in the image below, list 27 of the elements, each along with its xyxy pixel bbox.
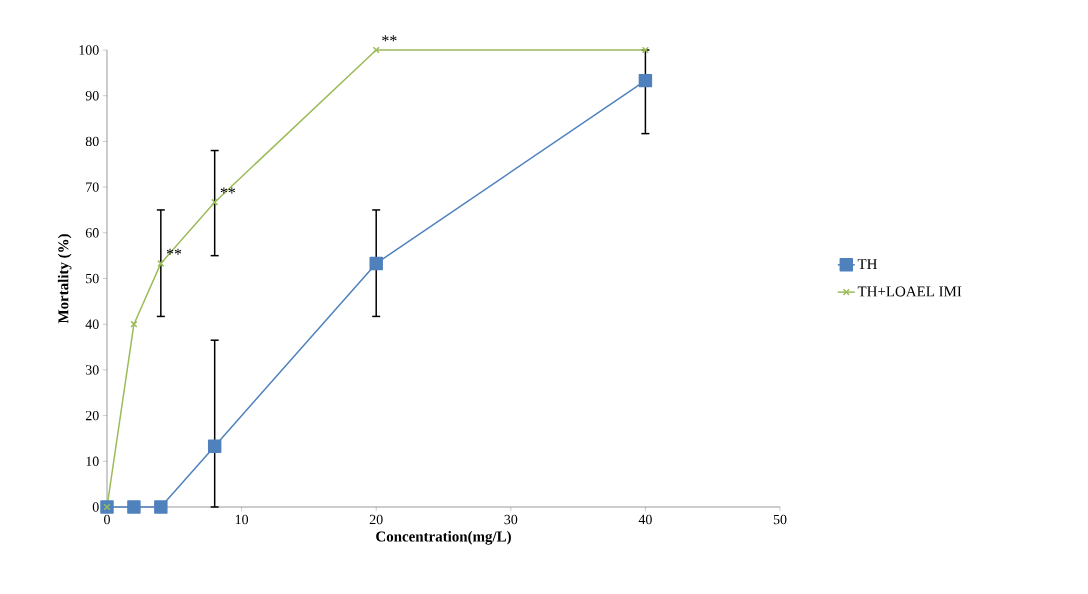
legend-label: TH	[857, 259, 878, 269]
point	[369, 256, 383, 271]
y-tick-label: 50	[86, 273, 99, 284]
x-tick-label: 10	[235, 514, 249, 525]
y-tick-label: 100	[79, 45, 99, 55]
legend-label: TH+LOAEL IMI	[857, 286, 962, 297]
x-tick-label: 0	[104, 514, 110, 525]
x-tick-label: 20	[369, 514, 383, 525]
x-axis-title: Concentration(mg/L)	[376, 531, 511, 545]
y-tick-label: 40	[85, 319, 99, 329]
x-tick-label: 50	[773, 514, 787, 525]
y-tick-label: 80	[85, 136, 99, 147]
y-tick-label: 90	[85, 90, 99, 101]
x-tick-label: 30	[504, 514, 518, 525]
y-tick-label: 60	[85, 228, 99, 238]
annotation: **	[382, 35, 397, 42]
y-tick-label: 70	[86, 182, 99, 192]
y-tick-label: 10	[86, 456, 99, 467]
y-axis-title: Mortality (%)	[57, 234, 72, 324]
y-tick-label: 0	[92, 502, 99, 512]
y-tick-label: 20	[85, 410, 99, 421]
y-tick-label: 30	[85, 365, 99, 375]
point	[638, 73, 653, 88]
point	[127, 500, 141, 514]
point	[154, 500, 168, 514]
point	[207, 439, 222, 453]
x-tick-label: 40	[638, 514, 652, 525]
